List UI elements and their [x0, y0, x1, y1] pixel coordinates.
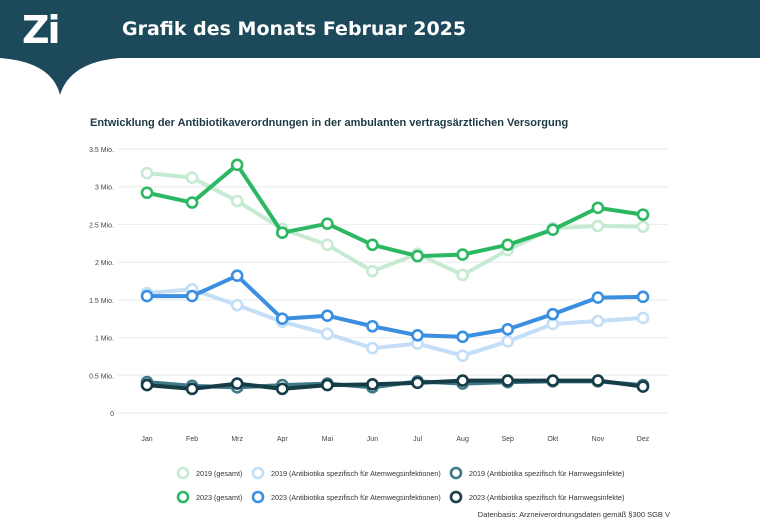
zi-logo: Zi [22, 8, 61, 52]
series-path [147, 273, 644, 339]
data-point [321, 217, 334, 230]
x-tick-label: Jan [141, 436, 152, 443]
data-point [366, 238, 379, 252]
data-point [321, 327, 334, 341]
data-point [456, 374, 469, 387]
y-tick-label: 0.5 Mio. [89, 373, 114, 380]
data-point [321, 238, 334, 252]
x-tick-label: Nov [592, 436, 605, 443]
data-point [636, 290, 650, 304]
x-tick-label: Okt [547, 436, 558, 443]
legend-marker [176, 466, 190, 480]
data-point [185, 289, 199, 303]
data-point [636, 380, 650, 393]
data-point [636, 311, 650, 325]
data-point [456, 330, 469, 344]
data-point [411, 249, 424, 263]
data-point [636, 208, 650, 221]
data-point [140, 166, 154, 180]
data-point [140, 289, 154, 303]
data-point [366, 264, 379, 278]
series-line [140, 158, 650, 263]
data-point [275, 226, 289, 240]
data-point [501, 322, 515, 336]
chart-title: Entwicklung der Antibiotikaverordnungen … [90, 117, 569, 129]
data-point [591, 219, 605, 233]
x-tick-label: Aug [456, 436, 469, 443]
data-point [591, 201, 605, 215]
data-point [366, 378, 379, 391]
data-point [501, 335, 515, 348]
data-point [230, 158, 244, 172]
y-tick-label: 0 [110, 411, 114, 418]
x-tick-label: Sep [501, 436, 514, 443]
legend-label: 2019 (gesamt) [196, 469, 242, 478]
data-point [275, 312, 289, 326]
data-point [366, 319, 379, 333]
y-tick-label: 1.5 Mio. [89, 298, 114, 305]
data-point [411, 329, 424, 342]
x-tick-label: Dez [637, 436, 650, 443]
data-point [411, 376, 424, 390]
data-point [456, 248, 469, 261]
data-point [185, 196, 199, 209]
series-path [146, 162, 644, 259]
page-title: Grafik des Monats Februar 2025 [122, 18, 467, 40]
y-tick-label: 2 Mio. [95, 260, 114, 267]
data-point [456, 349, 469, 362]
x-tick-label: Mai [322, 436, 334, 443]
x-tick-label: Jul [413, 436, 422, 443]
data-point [591, 374, 605, 387]
source-note: Datenbasis: Arzneiverordnungsdaten gemäß… [477, 510, 670, 519]
data-point [591, 314, 605, 328]
data-point [501, 238, 515, 252]
data-point [230, 377, 244, 390]
data-point [140, 378, 154, 392]
series-line [140, 282, 650, 362]
data-point [546, 307, 560, 321]
data-point [185, 171, 199, 184]
legend-label: 2023 (gesamt) [196, 493, 242, 502]
data-point [230, 269, 244, 283]
legend-marker [449, 490, 463, 504]
legend-marker [449, 466, 463, 480]
series-path [146, 378, 644, 391]
data-point [230, 194, 244, 208]
data-point [140, 186, 154, 200]
x-tick-label: Apr [277, 436, 289, 443]
data-point [501, 374, 515, 387]
data-point [321, 378, 334, 392]
data-point [546, 223, 560, 237]
y-tick-label: 3.5 Mio. [89, 147, 114, 154]
data-point [366, 341, 379, 355]
legend-label: 2019 (Antibiotika spezifisch für Harnweg… [469, 469, 624, 478]
header-banner: Zi Grafik des Monats Februar 2025 [0, 0, 760, 58]
series-line [140, 269, 650, 344]
data-point [230, 298, 244, 312]
data-point [591, 291, 605, 304]
legend-marker [251, 466, 265, 480]
y-tick-label: 3 Mio. [95, 185, 114, 192]
data-point [546, 317, 560, 331]
y-tick-label: 1 Mio. [95, 336, 114, 343]
legend-label: 2023 (Antibiotika spezifisch für Atemweg… [271, 493, 441, 502]
data-point [321, 309, 334, 322]
series-line [140, 374, 650, 396]
data-point [456, 268, 469, 282]
series-path [146, 287, 644, 358]
data-point [546, 374, 560, 387]
y-tick-label: 2.5 Mio. [89, 222, 114, 229]
data-point [185, 382, 199, 396]
x-tick-label: Mrz [231, 436, 243, 443]
x-tick-label: Feb [186, 436, 198, 443]
data-point [636, 220, 650, 233]
legend-marker [251, 490, 265, 504]
data-point [275, 382, 289, 396]
legend-label: 2019 (Antibiotika spezifisch für Atemweg… [271, 469, 441, 478]
legend-label: 2023 (Antibiotika spezifisch für Harnweg… [469, 493, 624, 502]
x-tick-label: Jun [367, 436, 378, 443]
legend-marker [176, 490, 190, 504]
logo-speech-tail [0, 58, 120, 95]
